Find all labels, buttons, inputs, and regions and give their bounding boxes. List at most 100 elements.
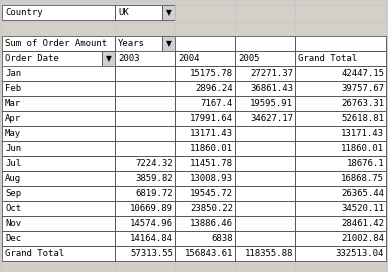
- Text: May: May: [5, 129, 21, 138]
- Bar: [2, 96, 115, 111]
- Bar: [295, 171, 386, 186]
- Text: 36861.43: 36861.43: [250, 84, 293, 93]
- Text: 14574.96: 14574.96: [130, 219, 173, 228]
- Bar: [115, 111, 175, 126]
- Bar: [2, 111, 115, 126]
- Bar: [175, 66, 235, 81]
- Bar: [295, 81, 386, 96]
- Bar: [2, 126, 115, 141]
- Text: Nov: Nov: [5, 219, 21, 228]
- Bar: [2, 201, 115, 216]
- Text: 26763.31: 26763.31: [341, 99, 384, 108]
- Bar: [235, 246, 295, 261]
- Text: 2896.24: 2896.24: [196, 84, 233, 93]
- Bar: [235, 126, 295, 141]
- Bar: [115, 186, 175, 201]
- Bar: [115, 81, 175, 96]
- Text: 13886.46: 13886.46: [190, 219, 233, 228]
- Text: 7167.4: 7167.4: [201, 99, 233, 108]
- Bar: [235, 216, 295, 231]
- Text: Years: Years: [118, 39, 145, 48]
- Bar: [2, 201, 115, 216]
- Bar: [235, 231, 295, 246]
- Text: 14164.84: 14164.84: [130, 234, 173, 243]
- Text: Dec: Dec: [5, 234, 21, 243]
- Bar: [175, 246, 235, 261]
- Bar: [175, 96, 235, 111]
- Bar: [295, 246, 386, 261]
- Bar: [175, 231, 235, 246]
- Bar: [175, 201, 235, 216]
- Text: Feb: Feb: [5, 84, 21, 93]
- Bar: [2, 246, 115, 261]
- Text: Order Date: Order Date: [5, 54, 59, 63]
- Bar: [115, 126, 175, 141]
- Bar: [295, 81, 386, 96]
- Bar: [2, 66, 115, 81]
- Bar: [175, 51, 235, 66]
- Bar: [295, 216, 386, 231]
- Text: 13171.43: 13171.43: [190, 129, 233, 138]
- Bar: [2, 156, 115, 171]
- Bar: [2, 156, 115, 171]
- Bar: [175, 171, 235, 186]
- Bar: [295, 246, 386, 261]
- Text: 6838: 6838: [211, 234, 233, 243]
- Bar: [235, 111, 295, 126]
- Bar: [295, 216, 386, 231]
- Bar: [235, 5, 295, 20]
- Bar: [115, 171, 175, 186]
- Bar: [115, 186, 175, 201]
- Text: Jan: Jan: [5, 69, 21, 78]
- Bar: [295, 111, 386, 126]
- Bar: [295, 66, 386, 81]
- Bar: [115, 156, 175, 171]
- Text: 16868.75: 16868.75: [341, 174, 384, 183]
- Text: 2004: 2004: [178, 54, 199, 63]
- Bar: [115, 231, 175, 246]
- Text: 19595.91: 19595.91: [250, 99, 293, 108]
- Bar: [2, 216, 115, 231]
- Bar: [235, 126, 295, 141]
- Bar: [2, 231, 115, 246]
- Bar: [115, 216, 175, 231]
- Bar: [175, 5, 235, 20]
- Text: UK: UK: [118, 8, 129, 17]
- Text: 11860.01: 11860.01: [190, 144, 233, 153]
- Text: Sep: Sep: [5, 189, 21, 198]
- Text: ▼: ▼: [106, 54, 111, 63]
- Bar: [2, 141, 115, 156]
- Bar: [115, 171, 175, 186]
- Text: 19545.72: 19545.72: [190, 189, 233, 198]
- Text: 23850.22: 23850.22: [190, 204, 233, 213]
- Text: 6819.72: 6819.72: [135, 189, 173, 198]
- Bar: [235, 231, 295, 246]
- Bar: [235, 96, 295, 111]
- Bar: [235, 81, 295, 96]
- Bar: [295, 5, 386, 20]
- Bar: [295, 141, 386, 156]
- Bar: [115, 216, 175, 231]
- Bar: [235, 171, 295, 186]
- Bar: [235, 201, 295, 216]
- Text: 118355.88: 118355.88: [244, 249, 293, 258]
- Bar: [2, 186, 115, 201]
- Bar: [235, 171, 295, 186]
- Text: Apr: Apr: [5, 114, 21, 123]
- Text: 11451.78: 11451.78: [190, 159, 233, 168]
- Bar: [102, 51, 115, 66]
- Bar: [235, 156, 295, 171]
- Text: 26365.44: 26365.44: [341, 189, 384, 198]
- Bar: [175, 246, 235, 261]
- Bar: [295, 156, 386, 171]
- Bar: [295, 186, 386, 201]
- Bar: [175, 81, 235, 96]
- Bar: [235, 51, 295, 66]
- Bar: [295, 141, 386, 156]
- Bar: [115, 156, 175, 171]
- Bar: [235, 111, 295, 126]
- Bar: [175, 81, 235, 96]
- Bar: [175, 141, 235, 156]
- Bar: [2, 171, 115, 186]
- Bar: [235, 201, 295, 216]
